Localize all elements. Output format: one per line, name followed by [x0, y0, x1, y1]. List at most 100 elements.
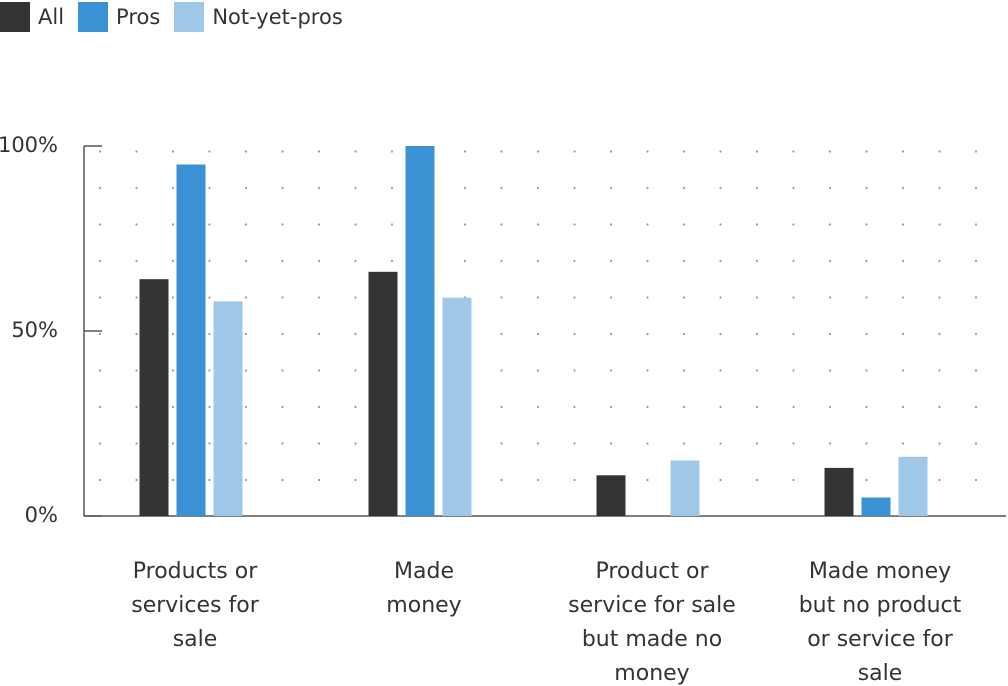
grid-dot: [500, 442, 503, 445]
legend-item-not-yet-pros: Not-yet-pros: [174, 2, 343, 32]
grid-dot: [755, 442, 759, 445]
bar-not-yet-pros-2: [670, 460, 700, 516]
grid-dot: [755, 405, 759, 409]
grid-dot: [646, 478, 649, 482]
grid-dot: [573, 332, 576, 336]
grid-dot: [281, 186, 284, 190]
grid-dot: [354, 369, 357, 372]
grid-dot: [828, 259, 832, 263]
grid-dot: [317, 478, 321, 482]
grid-dot: [500, 259, 503, 263]
grid-dot: [573, 186, 576, 190]
grid-dot: [573, 296, 576, 299]
grid-dot: [208, 332, 211, 336]
bar-pros-0: [176, 164, 206, 516]
grid-dot: [573, 442, 576, 445]
grid-dot: [536, 296, 540, 299]
grid-dot: [646, 150, 649, 153]
grid-dot: [354, 296, 357, 299]
grid-dot: [317, 150, 321, 153]
grid-dot: [354, 405, 357, 409]
grid-dot: [828, 150, 832, 153]
grid-dot: [901, 369, 905, 372]
grid-dot: [682, 369, 686, 372]
grid-dot: [719, 259, 722, 263]
grid-dot: [390, 186, 394, 190]
grid-dot: [646, 405, 649, 409]
grid-dot: [938, 478, 941, 482]
grid-dot: [98, 186, 102, 190]
grid-dot: [865, 259, 868, 263]
grid-dot: [500, 186, 503, 190]
grid-dot: [682, 223, 686, 226]
grid-dot: [171, 369, 175, 372]
grid-dot: [609, 405, 613, 409]
grid-dot: [646, 332, 649, 336]
grid-dot: [98, 296, 102, 299]
grid-dot: [755, 332, 759, 336]
grid-dot: [682, 296, 686, 299]
category-label: sale: [173, 627, 218, 652]
grid-dot: [135, 223, 138, 226]
grid-dot: [208, 478, 211, 482]
grid-dot: [573, 478, 576, 482]
grid-dot: [865, 405, 868, 409]
grid-dot: [719, 369, 722, 372]
grid-dot: [171, 478, 175, 482]
grid-dot: [171, 296, 175, 299]
grid-dot: [573, 150, 576, 153]
grid-dot: [208, 186, 211, 190]
grid-dot: [974, 150, 978, 153]
bar-pros-3: [861, 497, 891, 516]
grid-dot: [609, 223, 613, 226]
grid-dot: [354, 186, 357, 190]
grid-dot: [792, 223, 795, 226]
grid-dot: [755, 259, 759, 263]
grid-dot: [500, 296, 503, 299]
grid-dot: [719, 296, 722, 299]
grid-dot: [719, 150, 722, 153]
grid-dot: [135, 332, 138, 336]
grid-dot: [828, 442, 832, 445]
grid-dot: [536, 405, 540, 409]
grid-dot: [573, 223, 576, 226]
grid-dot: [244, 478, 248, 482]
category-label: but made no: [582, 627, 722, 652]
category-label: Product or: [595, 559, 709, 584]
grid-dot: [609, 296, 613, 299]
grid-dot: [792, 478, 795, 482]
grid-dot: [98, 332, 102, 336]
grid-dot: [755, 223, 759, 226]
grid-dot: [755, 296, 759, 299]
grid-dot: [682, 150, 686, 153]
grid-dot: [354, 332, 357, 336]
grid-dot: [208, 405, 211, 409]
grid-dot: [609, 369, 613, 372]
category-label: Products or: [133, 559, 258, 584]
grid-dot: [609, 259, 613, 263]
grid-dot: [135, 259, 138, 263]
grid-dot: [500, 223, 503, 226]
grid-dot: [901, 332, 905, 336]
grid-dot: [390, 150, 394, 153]
grid-dot: [719, 223, 722, 226]
grid-dot: [317, 223, 321, 226]
grid-dot: [354, 150, 357, 153]
category-label: Made money: [809, 559, 951, 584]
grid-dot: [354, 259, 357, 263]
grid-dot: [135, 478, 138, 482]
grid-dot: [171, 150, 175, 153]
grid-dot: [938, 442, 941, 445]
grid-dot: [208, 150, 211, 153]
grid-dot: [755, 369, 759, 372]
grid-dot: [792, 186, 795, 190]
grid-dot: [281, 442, 284, 445]
grid-dot: [828, 223, 832, 226]
grid-dot: [938, 150, 941, 153]
legend-item-all: All: [0, 2, 64, 32]
legend-swatch-all: [0, 2, 30, 32]
grid-dot: [317, 296, 321, 299]
legend-label-all: All: [38, 5, 65, 29]
grid-dot: [281, 259, 284, 263]
